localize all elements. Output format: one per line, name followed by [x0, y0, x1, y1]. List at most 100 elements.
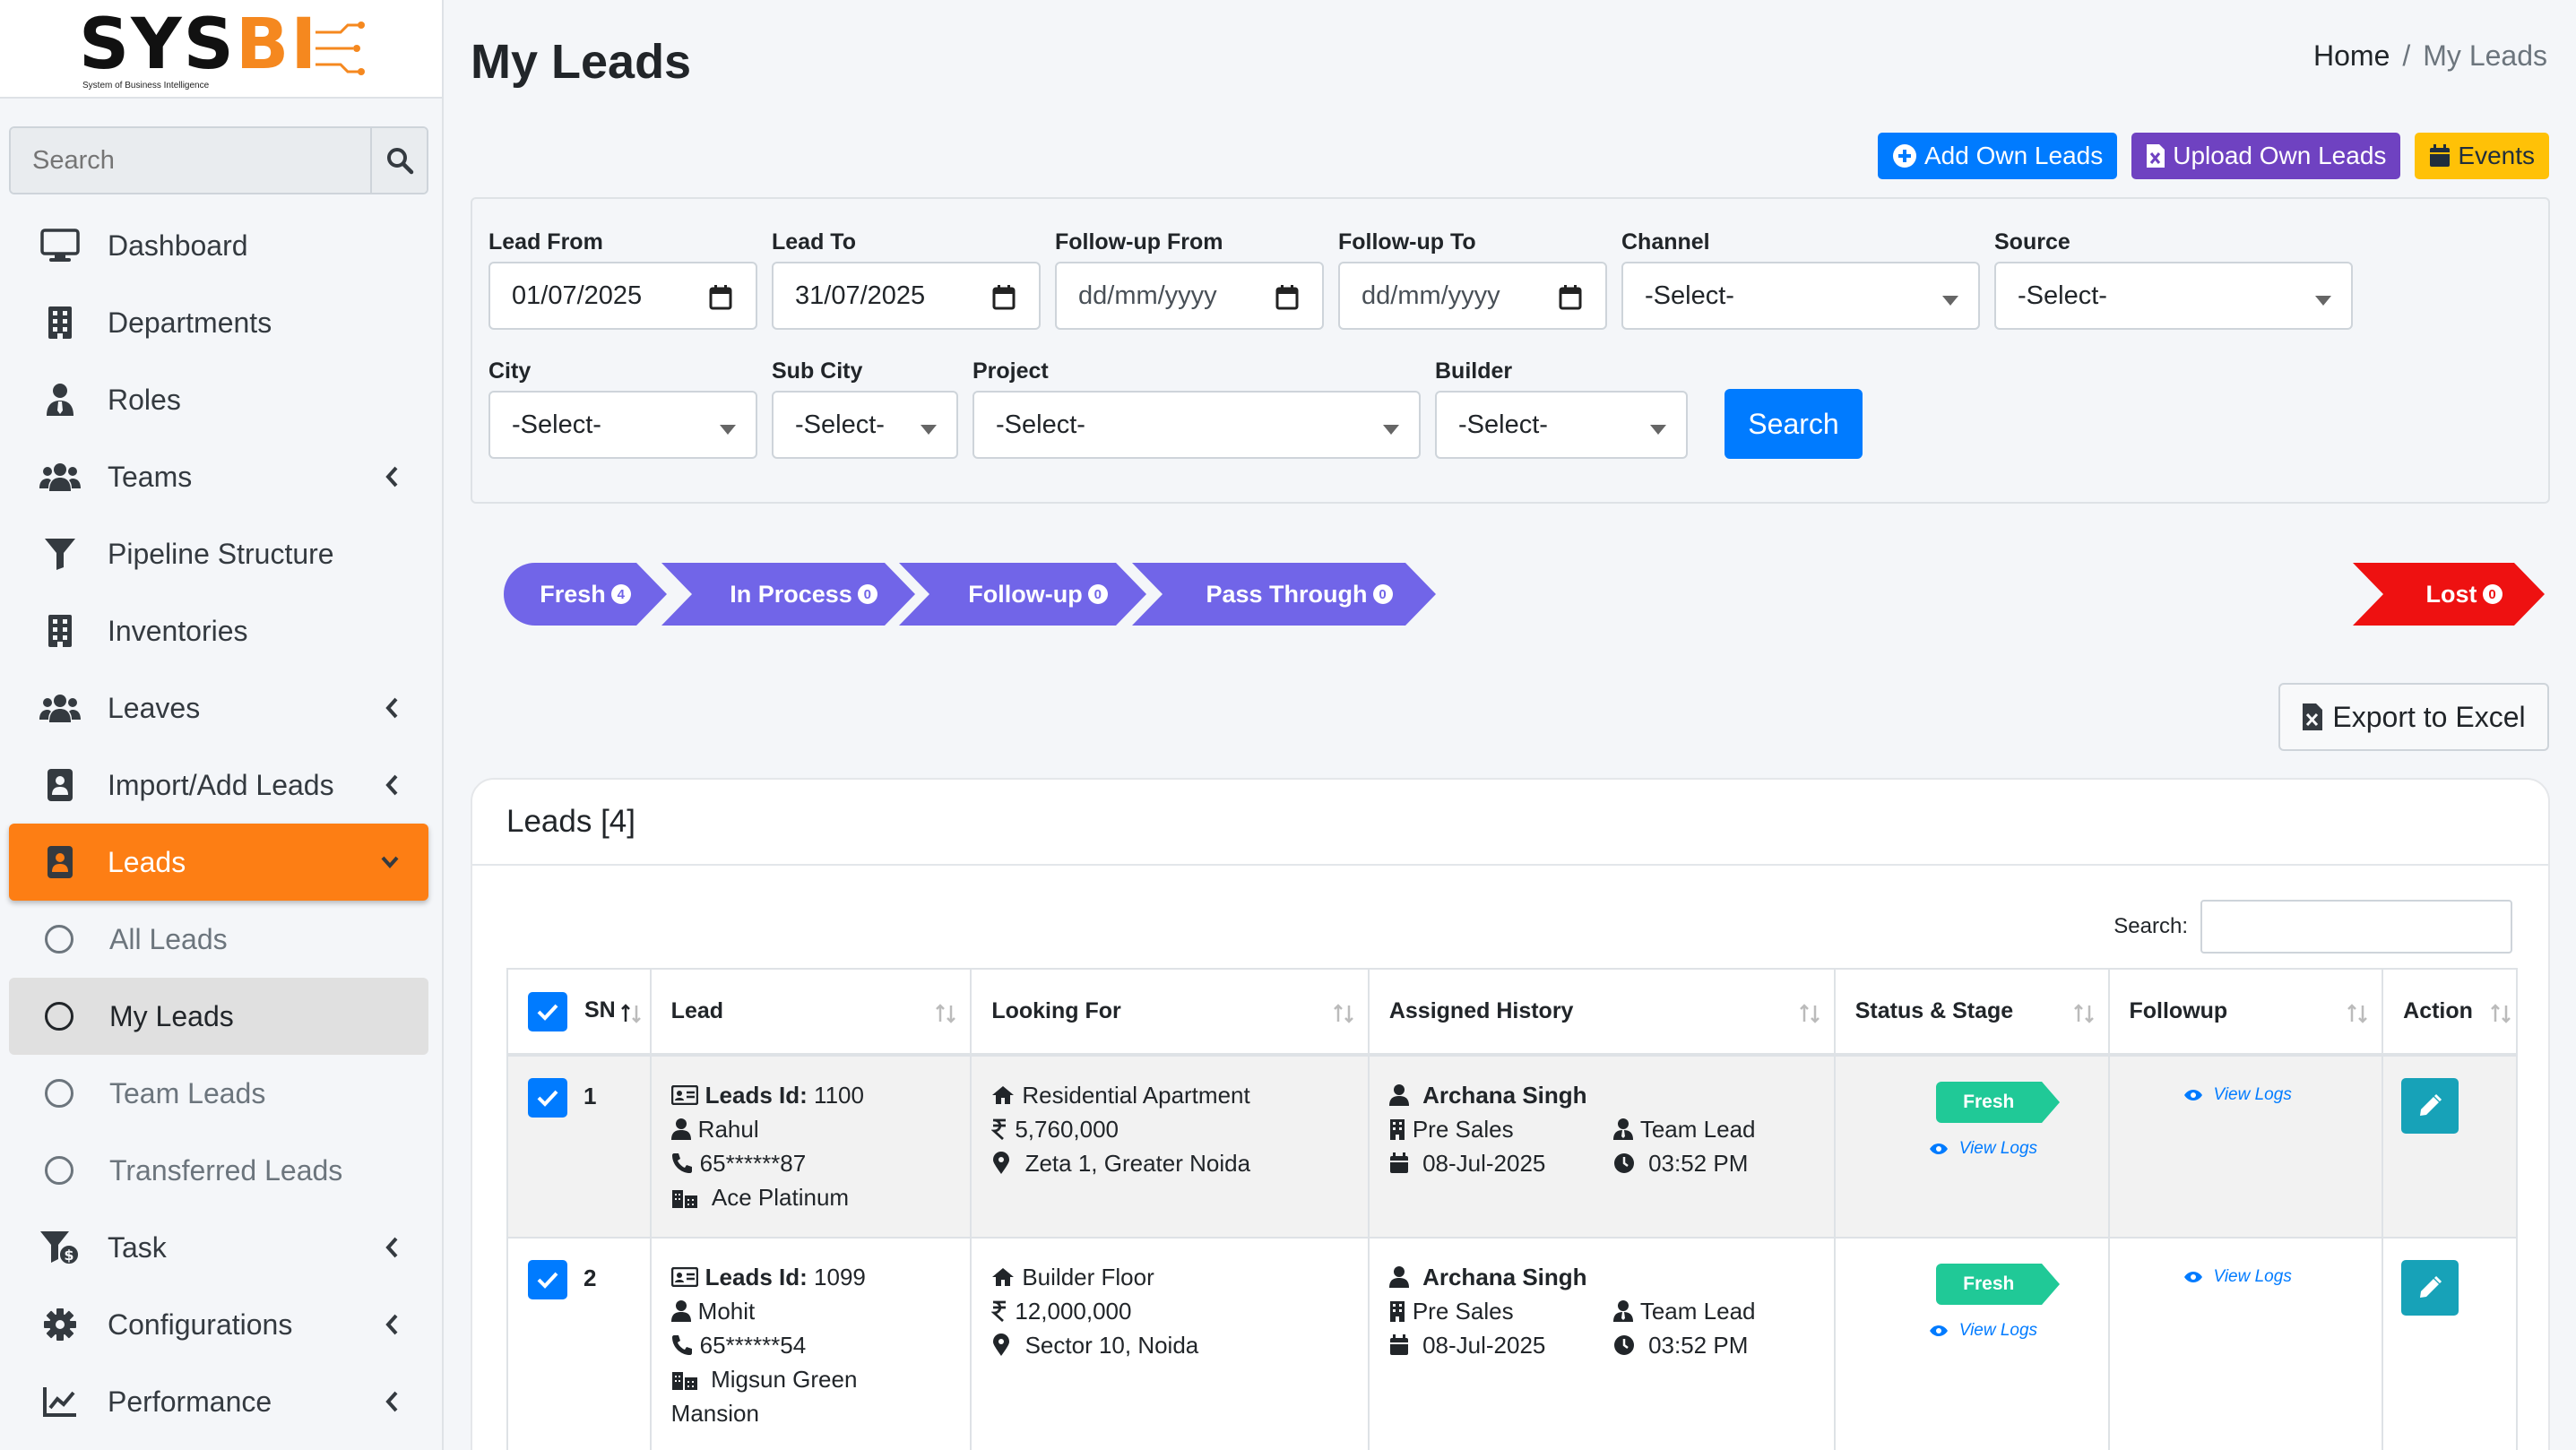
followup-view-logs-link[interactable]: View Logs	[2183, 1078, 2363, 1112]
column-header-status-stage[interactable]: Status & Stage	[1833, 968, 2110, 1057]
sidebar-search-button[interactable]	[370, 128, 427, 193]
followup-from-input[interactable]: dd/mm/yyyy	[1055, 262, 1324, 330]
events-button[interactable]: Events	[2415, 133, 2549, 179]
stage-fresh[interactable]: Fresh 4	[504, 563, 667, 626]
column-header-lead[interactable]: Lead	[649, 968, 972, 1057]
brand-logo[interactable]: SYSBI System of Business Intelligence	[79, 9, 366, 91]
column-header-assigned-history[interactable]: Assigned History	[1367, 968, 1836, 1057]
table-search-input[interactable]	[2200, 900, 2512, 954]
row-checkbox[interactable]	[528, 1260, 567, 1299]
property-type: Builder Floor	[1022, 1264, 1154, 1290]
circle-icon	[45, 1079, 73, 1108]
status-view-logs-link[interactable]: View Logs	[1929, 1314, 2088, 1348]
followup-view-logs-link[interactable]: View Logs	[2183, 1260, 2363, 1294]
edit-button[interactable]	[2401, 1260, 2459, 1316]
column-header-looking-for[interactable]: Looking For	[970, 968, 1370, 1057]
sidebar-item-my-leads[interactable]: My Leads	[9, 978, 428, 1055]
clock-icon	[1613, 1153, 1634, 1173]
stage-pass-through[interactable]: Pass Through 0	[1132, 563, 1436, 626]
line-chart-icon	[39, 1384, 81, 1420]
status-view-logs-link[interactable]: View Logs	[1929, 1132, 2088, 1166]
sidebar-item-import-add-leads[interactable]: Import/Add Leads	[9, 747, 428, 824]
caret-down-icon	[1383, 425, 1399, 435]
date-line: 08-Jul-2025	[1389, 1328, 1613, 1362]
upload-own-leads-button[interactable]: Upload Own Leads	[2131, 133, 2401, 179]
sidebar-item-label: Departments	[108, 306, 272, 339]
stage-follow-up[interactable]: Follow-up 0	[899, 563, 1146, 626]
source-field: Source -Select-	[1994, 229, 2353, 330]
sidebar-item-teams[interactable]: Teams	[9, 438, 428, 515]
followup-to-input[interactable]: dd/mm/yyyy	[1338, 262, 1607, 330]
upload-own-leads-label: Upload Own Leads	[2173, 142, 2387, 169]
chevron-left-icon	[385, 1314, 398, 1335]
assigned-date: 08-Jul-2025	[1422, 1332, 1546, 1359]
sort-icon	[2073, 1004, 2094, 1023]
project-select[interactable]: -Select-	[972, 391, 1421, 459]
time-line: 03:52 PM	[1613, 1328, 1793, 1362]
lead-from-input[interactable]: 01/07/2025	[488, 262, 757, 330]
sidebar-item-roles[interactable]: Roles	[9, 361, 428, 438]
sidebar-item-team-leads[interactable]: Team Leads	[9, 1055, 428, 1132]
calendar-icon[interactable]	[1559, 285, 1582, 310]
sidebar-item-dashboard[interactable]: Dashboard	[9, 207, 428, 284]
sidebar-item-departments[interactable]: Departments	[9, 284, 428, 361]
column-header-followup[interactable]: Followup	[2107, 968, 2384, 1057]
sidebar-item-pipeline-structure[interactable]: Pipeline Structure	[9, 515, 428, 592]
circle-icon	[45, 1156, 73, 1185]
sidebar-item-task[interactable]: $ Task	[9, 1209, 428, 1286]
add-own-leads-button[interactable]: Add Own Leads	[1877, 133, 2118, 179]
filter-icon	[39, 536, 81, 572]
sidebar-item-inventories[interactable]: Inventories	[9, 592, 428, 669]
city-select[interactable]: -Select-	[488, 391, 757, 459]
followup-from-field: Follow-up From dd/mm/yyyy	[1055, 229, 1324, 330]
stage-label: Follow-up	[968, 580, 1083, 608]
source-select[interactable]: -Select-	[1994, 262, 2353, 330]
filter-card: Lead From 01/07/2025 Lead To 31/07/2025 …	[471, 197, 2550, 504]
lead-to-input[interactable]: 31/07/2025	[772, 262, 1041, 330]
builder-select[interactable]: -Select-	[1435, 391, 1688, 459]
export-excel-button[interactable]: Export to Excel	[2278, 683, 2549, 751]
sub-city-select[interactable]: -Select-	[772, 391, 958, 459]
user-icon	[1388, 1084, 1409, 1106]
property-type-line: Builder Floor	[991, 1260, 1348, 1294]
sidebar-item-configurations[interactable]: Configurations	[9, 1286, 428, 1363]
edit-button[interactable]	[2401, 1078, 2459, 1134]
column-header-sn[interactable]: SN	[506, 968, 652, 1057]
sidebar-item-label: Leaves	[108, 691, 201, 724]
row-checkbox[interactable]	[528, 1078, 567, 1118]
sidebar-item-label: Transferred Leads	[109, 1153, 343, 1187]
column-header-action[interactable]: Action	[2382, 968, 2518, 1057]
status-badge: Fresh	[1935, 1264, 2060, 1305]
budget-line: 5,760,000	[991, 1112, 1348, 1146]
status-stage-cell: Fresh View Logs	[1833, 1054, 2110, 1239]
sidebar-item-all-leads[interactable]: All Leads	[9, 901, 428, 978]
sidebar-search-input[interactable]	[11, 128, 370, 193]
lead-to-field: Lead To 31/07/2025	[772, 229, 1041, 330]
lead-to-value: 31/07/2025	[795, 281, 926, 310]
breadcrumb-home[interactable]: Home	[2313, 39, 2390, 72]
lead-project-line: Ace Platinum	[671, 1180, 951, 1214]
sidebar-item-performance[interactable]: Performance	[9, 1363, 428, 1440]
sidebar-item-leads[interactable]: Leads	[9, 824, 428, 901]
calendar-icon[interactable]	[992, 285, 1016, 310]
circle-icon	[45, 925, 73, 954]
sidebar-item-transferred-leads[interactable]: Transferred Leads	[9, 1132, 428, 1209]
stage-lost[interactable]: Lost 0	[2353, 563, 2545, 626]
lead-id-label: Leads Id:	[705, 1264, 808, 1290]
location-line: Zeta 1, Greater Noida	[991, 1146, 1348, 1180]
search-button[interactable]: Search	[1725, 389, 1863, 459]
building-icon	[1389, 1301, 1405, 1322]
sidebar-item-leaves[interactable]: Leaves	[9, 669, 428, 747]
sidebar: SYSBI System of Business Intelligence Da…	[0, 0, 444, 1450]
home-icon	[992, 1268, 1015, 1286]
sidebar-item-label: My Leads	[109, 999, 234, 1032]
desktop-icon	[39, 228, 81, 263]
column-label: Assigned History	[1388, 998, 1574, 1023]
calendar-icon[interactable]	[709, 285, 732, 310]
user-tie-icon	[39, 382, 81, 418]
channel-select[interactable]: -Select-	[1621, 262, 1980, 330]
select-all-checkbox[interactable]	[528, 991, 567, 1031]
chevron-left-icon	[385, 774, 398, 796]
stage-in-process[interactable]: In Process 0	[661, 563, 915, 626]
calendar-icon[interactable]	[1275, 285, 1299, 310]
